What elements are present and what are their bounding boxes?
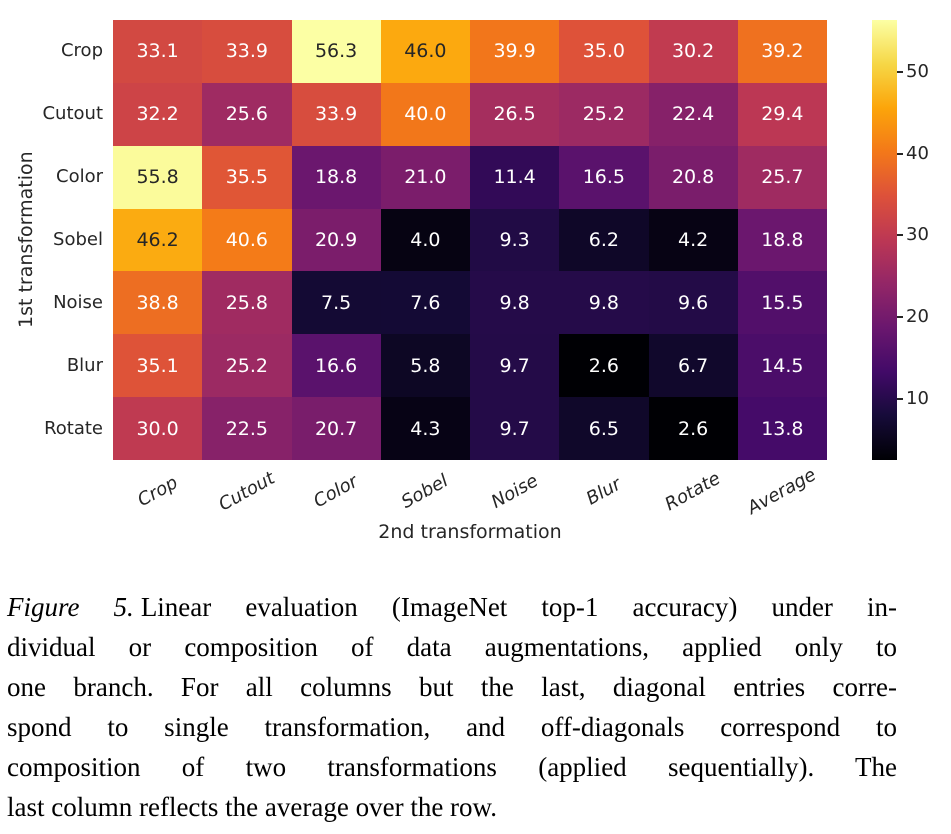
heatmap-cell: 6.5: [559, 397, 649, 460]
x-tick-label: Color: [310, 470, 362, 513]
heatmap-cell: 56.3: [291, 20, 381, 83]
caption-line: one branch. For all columns but the last…: [7, 672, 897, 702]
heatmap-cell: 9.3: [470, 208, 560, 272]
heatmap-cell: 6.7: [648, 334, 738, 398]
heatmap-cell: 46.0: [380, 20, 470, 83]
heatmap-cell: 13.8: [737, 397, 827, 460]
heatmap-cell: 25.2: [202, 334, 292, 398]
heatmap-cell: 39.2: [737, 20, 827, 83]
heatmap-cell: 38.8: [113, 271, 203, 335]
y-tick-label: Sobel: [53, 229, 103, 250]
y-tick-label: Blur: [66, 354, 103, 376]
heatmap-cell: 20.9: [291, 208, 381, 272]
x-tick-label: Rotate: [661, 467, 725, 516]
colorbar-tick-label: 30: [906, 224, 929, 246]
y-tick-labels: Crop Cutout Color Sobel Noise Blur Rotate: [0, 0, 105, 460]
heatmap-cell: 33.9: [291, 82, 381, 146]
figure-caption: Figure 5. Linear evaluation (ImageNet top…: [7, 587, 897, 827]
heatmap-cell: 9.8: [470, 271, 560, 335]
heatmap-cell: 30.0: [113, 397, 203, 460]
caption-text: Linear evaluation (ImageNet top-1 accura…: [140, 592, 897, 622]
heatmap-cell: 25.8: [202, 271, 292, 335]
colorbar-tick-label: 40: [906, 142, 929, 164]
heatmap-cell: 35.5: [202, 145, 292, 209]
x-axis-title: 2nd transformation: [378, 521, 562, 543]
heatmap-cell: 25.7: [737, 145, 827, 209]
colorbar-tick-label: 20: [906, 306, 929, 328]
heatmap-cell: 7.6: [380, 271, 470, 335]
heatmap-cell: 55.8: [113, 145, 203, 209]
x-tick-label: Crop: [133, 472, 182, 512]
heatmap-figure: 1st transformation Crop Cutout Color Sobel N…: [0, 0, 929, 543]
heatmap-cell: 4.3: [380, 397, 470, 460]
heatmap-cell: 25.6: [202, 82, 292, 146]
caption-label: Figure 5.: [7, 592, 134, 622]
heatmap-cell: 9.6: [648, 271, 738, 335]
heatmap-cell: 16.5: [559, 145, 649, 209]
heatmap-cell: 6.2: [559, 208, 649, 272]
x-tick-label: Average: [744, 464, 821, 519]
heatmap-cell: 7.5: [291, 271, 381, 335]
colorbar-tick-mark: [897, 70, 903, 73]
heatmap-cell: 35.0: [559, 20, 649, 83]
heatmap-cell: 39.9: [470, 20, 560, 83]
heatmap-cell: 4.2: [648, 208, 738, 272]
x-tick-label: Sobel: [398, 470, 453, 513]
y-tick-label: Noise: [53, 291, 103, 313]
heatmap-grid: 33.1 33.9 56.3 46.0 39.9 35.0 30.2 39.2 32.2 25.6…: [113, 20, 827, 460]
heatmap-cell: 9.8: [559, 271, 649, 335]
colorbar-tick-mark: [897, 152, 903, 155]
heatmap-cell: 30.2: [648, 20, 738, 83]
heatmap-cell: 20.7: [291, 397, 381, 460]
y-tick-label: Cutout: [42, 103, 103, 125]
caption-line: dividual or composition of data augmenta…: [7, 632, 897, 662]
heatmap-cell: 2.6: [559, 334, 649, 398]
heatmap-cell: 4.0: [380, 208, 470, 272]
y-tick-label: Color: [56, 166, 103, 188]
heatmap-cell: 5.8: [380, 334, 470, 398]
heatmap-cell: 40.6: [202, 208, 292, 272]
heatmap-cell: 11.4: [470, 145, 560, 209]
heatmap-cell: 9.7: [470, 397, 560, 460]
heatmap-cell: 33.9: [202, 20, 292, 83]
heatmap-cell: 18.8: [291, 145, 381, 209]
caption-line: spond to single transformation, and off-…: [7, 712, 897, 742]
colorbar-tick-mark: [897, 316, 903, 319]
caption-line: Figure 5. Linear evaluation (ImageNet top…: [7, 587, 897, 627]
heatmap-cell: 40.0: [380, 82, 470, 146]
heatmap-cell: 15.5: [737, 271, 827, 335]
caption-line: composition of two transformations (appl…: [7, 752, 897, 782]
heatmap-cell: 16.6: [291, 334, 381, 398]
y-tick-label: Crop: [60, 40, 103, 62]
heatmap-cell: 46.2: [113, 208, 203, 272]
heatmap-cell: 9.7: [470, 334, 560, 398]
heatmap-cell: 26.5: [470, 82, 560, 146]
heatmap-cell: 32.2: [113, 82, 203, 146]
heatmap-cell: 35.1: [113, 334, 203, 398]
colorbar-gradient: [872, 20, 897, 460]
colorbar-tick-mark: [897, 398, 903, 401]
heatmap-cell: 2.6: [648, 397, 738, 460]
heatmap-cell: 29.4: [737, 82, 827, 146]
x-tick-label: Blur: [582, 473, 625, 510]
colorbar-tick-label: 10: [906, 388, 929, 410]
x-tick-label: Noise: [487, 470, 542, 513]
heatmap-cell: 25.2: [559, 82, 649, 146]
colorbar-tick-label: 50: [906, 60, 929, 82]
x-tick-label: Cutout: [215, 467, 279, 516]
colorbar-tick-mark: [897, 234, 903, 237]
heatmap-cell: 22.5: [202, 397, 292, 460]
heatmap-cell: 20.8: [648, 145, 738, 209]
caption-line: last column reflects the average over th…: [7, 792, 498, 822]
heatmap-cell: 21.0: [380, 145, 470, 209]
heatmap-cell: 14.5: [737, 334, 827, 398]
y-tick-label: Rotate: [44, 417, 103, 439]
heatmap-cell: 22.4: [648, 82, 738, 146]
heatmap-cell: 33.1: [113, 20, 203, 83]
heatmap-cell: 18.8: [737, 208, 827, 272]
